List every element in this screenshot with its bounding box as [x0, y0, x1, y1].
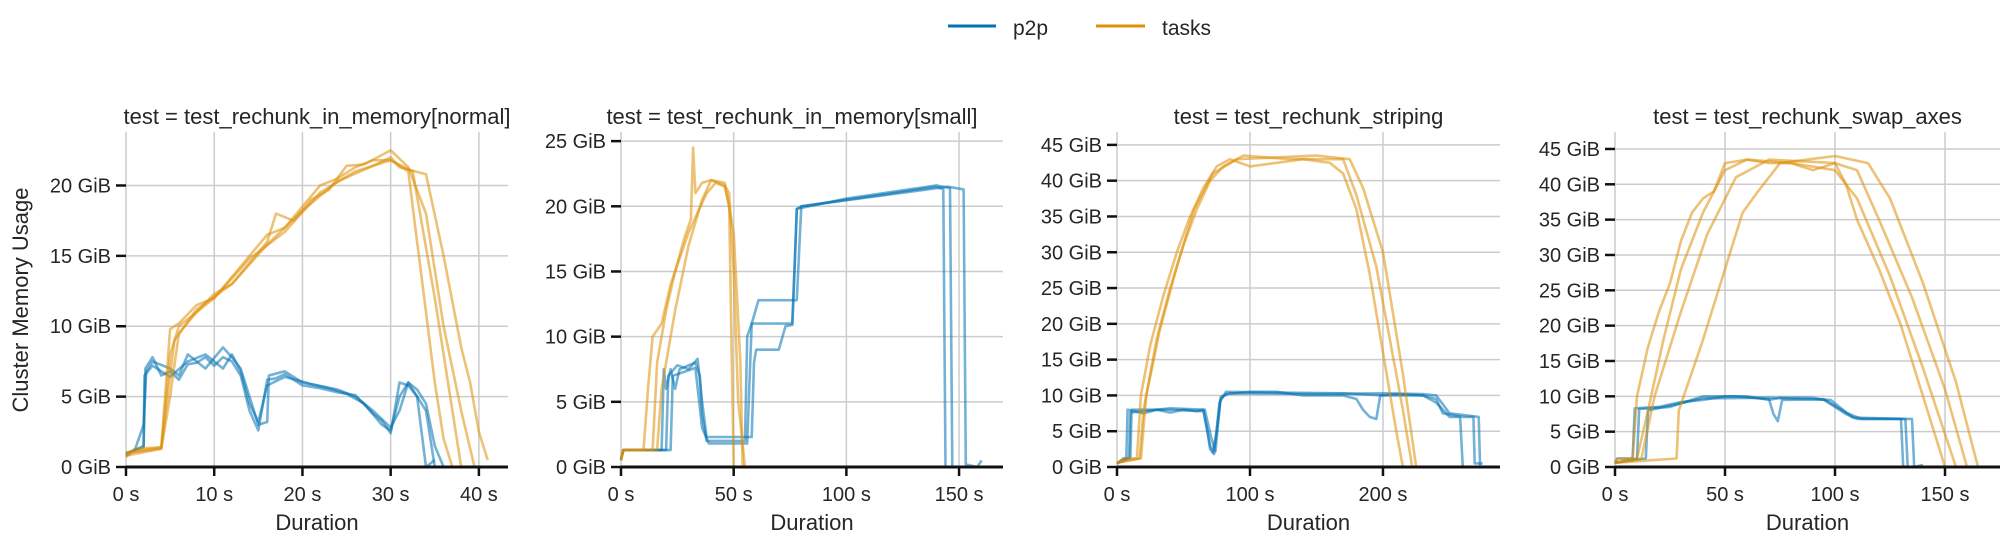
x-tick-label: 0 s — [1602, 484, 1629, 506]
panel-2: 0 s 50 s 100 s 150 s 0 GiB 5 GiB 10 GiB 15 GiB 2… — [545, 104, 1003, 535]
series-line-tasks — [1116, 154, 1418, 468]
series-line-tasks — [125, 149, 476, 468]
y-tick-label: 10 GiB — [50, 316, 111, 338]
y-tick-label: 0 GiB — [1052, 457, 1102, 479]
y-tick-label: 45 GiB — [1041, 135, 1102, 157]
y-tick-label: 5 GiB — [1052, 421, 1102, 443]
series-line-tasks — [619, 178, 747, 468]
y-tick-label: 20 GiB — [1539, 316, 1600, 338]
x-tick-label: 30 s — [372, 484, 410, 506]
y-tick-label: 0 GiB — [61, 457, 111, 479]
x-axis-label: Duration — [275, 510, 358, 535]
x-axis-label: Duration — [770, 510, 853, 535]
x-tick-label: 100 s — [822, 484, 871, 506]
y-tick-label: 10 GiB — [545, 327, 606, 349]
panel-title: test = test_rechunk_striping — [1174, 104, 1444, 129]
series-line-tasks — [1614, 158, 1958, 468]
series-line-p2p — [125, 346, 445, 468]
series-line-tasks — [1614, 154, 1980, 468]
series-line-p2p — [1116, 390, 1483, 465]
x-tick-label: 200 s — [1359, 484, 1408, 506]
y-tick-label: 40 GiB — [1539, 174, 1600, 196]
y-tick-label: 30 GiB — [1539, 245, 1600, 267]
series-line-tasks — [619, 146, 744, 468]
y-tick-label: 15 GiB — [1539, 351, 1600, 373]
series-line-tasks — [125, 156, 489, 461]
y-tick-label: 35 GiB — [1539, 210, 1600, 232]
x-tick-label: 50 s — [1706, 484, 1744, 506]
x-tick-label: 100 s — [1811, 484, 1860, 506]
y-tick-label: 45 GiB — [1539, 139, 1600, 161]
y-tick-label: 25 GiB — [545, 131, 606, 153]
x-axis-label: Duration — [1267, 510, 1350, 535]
series-line-tasks — [619, 181, 735, 468]
y-tick-label: 35 GiB — [1041, 206, 1102, 228]
y-tick-label: 15 GiB — [1041, 350, 1102, 372]
y-tick-label: 20 GiB — [545, 196, 606, 218]
panel-title: test = test_rechunk_in_memory[small] — [606, 104, 977, 129]
legend-label-p2p: p2p — [1013, 17, 1048, 40]
legend-label-tasks: tasks — [1162, 17, 1211, 40]
x-tick-label: 20 s — [284, 484, 322, 506]
x-tick-label: 150 s — [1921, 484, 1970, 506]
y-tick-label: 20 GiB — [1041, 314, 1102, 336]
y-tick-label: 25 GiB — [1539, 280, 1600, 302]
y-tick-label: 10 GiB — [1041, 385, 1102, 407]
series-line-p2p — [619, 185, 947, 468]
x-tick-label: 100 s — [1226, 484, 1275, 506]
x-axis-label: Duration — [1766, 510, 1849, 535]
series-line-p2p — [125, 353, 437, 468]
y-tick-label: 15 GiB — [545, 261, 606, 283]
y-tick-label: 5 GiB — [1550, 422, 1600, 444]
panel-title: test = test_rechunk_swap_axes — [1653, 104, 1962, 129]
y-axis-label: Cluster Memory Usage — [8, 188, 33, 413]
y-tick-label: 10 GiB — [1539, 386, 1600, 408]
y-tick-label: 0 GiB — [1550, 457, 1600, 479]
legend: p2p tasks — [948, 17, 1211, 40]
panel-4: 0 s 50 s 100 s 150 s 0 GiB 5 GiB 10 GiB 15 GiB 2… — [1539, 104, 2000, 535]
x-tick-label: 150 s — [935, 484, 984, 506]
x-tick-label: 50 s — [715, 484, 753, 506]
y-tick-label: 25 GiB — [1041, 278, 1102, 300]
panel-1: 0 s 10 s 20 s 30 s 40 s 0 GiB 5 GiB 10 GiB 15 Gi… — [50, 104, 511, 535]
series-line-p2p — [1614, 396, 1909, 466]
series-line-tasks — [1613, 158, 1947, 468]
x-tick-label: 0 s — [1104, 484, 1131, 506]
x-tick-label: 40 s — [460, 484, 498, 506]
x-tick-label: 0 s — [608, 484, 635, 506]
y-tick-label: 5 GiB — [61, 387, 111, 409]
series-line-p2p — [619, 185, 983, 469]
y-tick-label: 5 GiB — [556, 392, 606, 414]
series-line-tasks — [1116, 157, 1405, 468]
series-line-tasks — [125, 158, 463, 468]
series-line-tasks — [1614, 158, 1969, 468]
y-tick-label: 30 GiB — [1041, 242, 1102, 264]
series-line-p2p — [1116, 392, 1482, 468]
y-tick-label: 15 GiB — [50, 246, 111, 268]
x-tick-label: 0 s — [113, 484, 140, 506]
panel-title: test = test_rechunk_in_memory[normal] — [123, 104, 510, 129]
y-tick-label: 20 GiB — [50, 175, 111, 197]
y-tick-label: 0 GiB — [556, 457, 606, 479]
panel-3: 0 s 100 s 200 s 0 GiB 5 GiB 10 GiB 15 GiB 20 Gi… — [1041, 104, 1500, 535]
series-line-tasks — [125, 158, 454, 468]
x-tick-label: 10 s — [195, 484, 233, 506]
y-tick-label: 40 GiB — [1041, 171, 1102, 193]
